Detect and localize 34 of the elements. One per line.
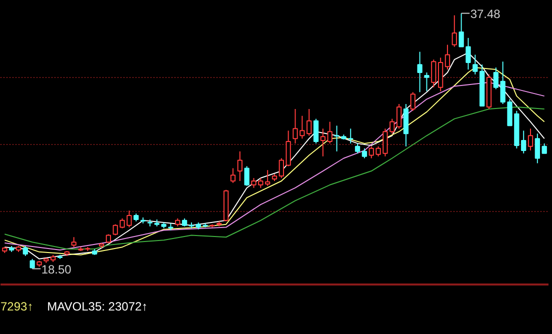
- candlestick: [417, 51, 422, 93]
- candlestick: [493, 67, 498, 90]
- candlestick: [22, 246, 28, 256]
- candlestick: [313, 118, 319, 144]
- annotation: 37.48: [470, 6, 501, 21]
- candlestick: [410, 92, 416, 112]
- candlestick: [278, 158, 284, 179]
- candlestick: [542, 142, 547, 154]
- candlestick: [534, 133, 540, 164]
- candlestick: [521, 130, 526, 154]
- candlestick: [71, 236, 76, 248]
- candlestick: [286, 130, 291, 167]
- candlestick: [396, 104, 402, 130]
- candlestick: [244, 166, 250, 186]
- candlestick: [327, 121, 332, 144]
- candlestick: [348, 128, 354, 144]
- candlestick: [230, 168, 236, 184]
- candlestick: [30, 258, 35, 270]
- text: 7293↑: [0, 300, 34, 314]
- candlestick: [472, 54, 478, 75]
- candlestick: [500, 61, 506, 105]
- candlestick: [237, 150, 242, 182]
- candlestick: [431, 59, 436, 88]
- candlestick: [444, 44, 450, 70]
- candlestick: [354, 142, 360, 154]
- candlestick: [265, 170, 270, 186]
- candlestick: [334, 125, 340, 152]
- text: MAVOL35: 23072↑: [47, 300, 148, 314]
- candlestick: [424, 72, 430, 92]
- candlestick: [320, 128, 326, 157]
- candlestick: [528, 128, 534, 151]
- candlestick: [452, 14, 457, 48]
- candlestick: [362, 148, 368, 159]
- annotation: 18.50: [41, 262, 72, 276]
